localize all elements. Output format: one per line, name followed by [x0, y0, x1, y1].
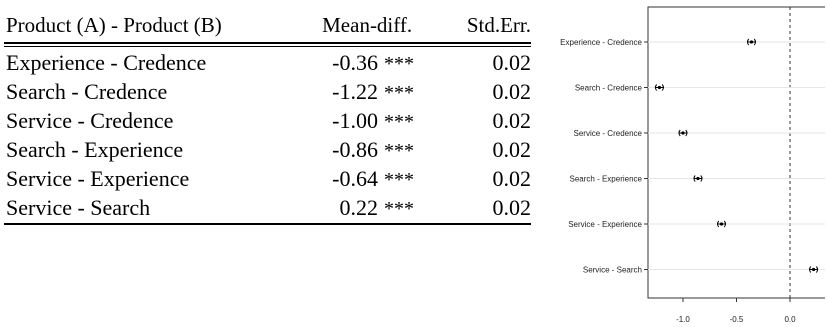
category-label: Service - Credence: [574, 129, 643, 138]
category-label: Search - Experience: [570, 175, 643, 184]
confidence-interval-plot: Experience - Credence Search - Credence Se…: [560, 6, 825, 324]
header-std-err: Std.Err.: [466, 13, 531, 37]
x-tick-label: 0.0: [784, 315, 796, 324]
cell-mean: -1.00 ***: [284, 108, 449, 134]
ci-bracket-high: [753, 38, 757, 46]
category-label: Experience - Credence: [560, 38, 642, 47]
mean-value: 0.22: [339, 195, 379, 220]
table-row: Experience - Credence -0.36 *** 0.02: [4, 47, 531, 76]
table-row: Search - Experience -0.86 *** 0.02: [4, 134, 531, 163]
cell-std-err: 0.02: [492, 137, 532, 162]
table-body: Experience - Credence -0.36 *** 0.02 Sear…: [4, 47, 531, 221]
ci-bracket-low: [693, 175, 696, 182]
cell-mean: -0.36 ***: [284, 50, 449, 76]
point-estimate: [657, 85, 662, 90]
table-top-rule: [4, 42, 531, 44]
header-mean-diff: Mean-diff.: [322, 13, 413, 37]
cell-mean: -0.86 ***: [284, 137, 449, 163]
table-row: Service - Credence -1.00 *** 0.02: [4, 105, 531, 134]
table-bottom-rule: [4, 223, 531, 225]
table-row: Service - Experience -0.64 *** 0.02: [4, 163, 531, 192]
cell-std-err: 0.02: [492, 108, 532, 133]
cell-mean: -0.64 ***: [284, 166, 449, 192]
plot-frame: [647, 6, 825, 299]
cell-std-err: 0.02: [492, 50, 532, 75]
cell-std-err: 0.02: [492, 166, 532, 191]
cell-product: Service - Experience: [6, 166, 190, 191]
comparison-table: Product (A) - Product (B) Mean-diff. Std…: [4, 5, 531, 225]
cell-mean: -1.22 ***: [284, 79, 449, 105]
cell-std-err: 0.02: [492, 195, 532, 220]
cell-product: Search - Experience: [6, 137, 184, 162]
cell-product: Search - Credence: [6, 79, 168, 104]
cell-std-err: 0.02: [492, 79, 532, 104]
ci-bracket-high: [661, 84, 664, 91]
category-label: Service - Experience: [568, 220, 642, 229]
point-estimate: [681, 131, 685, 135]
significance-stars: ***: [384, 198, 414, 220]
cell-product: Service - Search: [6, 195, 151, 220]
table-top-rule-thin: [4, 46, 531, 47]
ci-bracket-low: [746, 38, 750, 46]
mean-value: -1.22: [332, 79, 378, 104]
mean-value: -1.00: [332, 108, 378, 133]
table-row: Search - Credence -1.22 *** 0.02: [4, 76, 531, 105]
table-header-row: Product (A) - Product (B) Mean-diff. Std…: [4, 5, 531, 38]
cell-product: Experience - Credence: [6, 50, 207, 75]
significance-stars: ***: [384, 111, 414, 133]
ci-bracket-low: [809, 266, 812, 273]
point-estimate: [696, 176, 700, 181]
ci-bracket-low: [654, 84, 658, 91]
category-label: Service - Search: [583, 266, 642, 275]
mean-value: -0.36: [332, 50, 378, 75]
point-estimate: [719, 222, 724, 226]
table-row: Service - Search 0.22 *** 0.02: [4, 192, 531, 221]
significance-stars: ***: [384, 169, 414, 191]
cell-product: Service - Credence: [6, 108, 174, 133]
ci-bracket-low: [678, 129, 681, 137]
category-label: Search - Credence: [575, 84, 643, 93]
significance-stars: ***: [384, 82, 414, 104]
point-estimate: [811, 267, 816, 272]
cell-mean: 0.22 ***: [284, 195, 449, 221]
ci-bracket-high: [700, 175, 703, 182]
ci-bracket-high: [723, 220, 727, 228]
x-tick-label: -1.0: [676, 315, 690, 324]
ci-bracket-low: [716, 220, 720, 228]
mean-value: -0.86: [332, 137, 378, 162]
ci-bracket-high: [815, 266, 819, 273]
mean-value: -0.64: [332, 166, 378, 191]
significance-stars: ***: [384, 53, 414, 75]
significance-stars: ***: [384, 140, 414, 162]
header-product: Product (A) - Product (B): [6, 13, 222, 37]
ci-bracket-high: [685, 129, 688, 137]
point-estimate: [749, 40, 754, 44]
x-tick-label: -0.5: [730, 315, 744, 324]
